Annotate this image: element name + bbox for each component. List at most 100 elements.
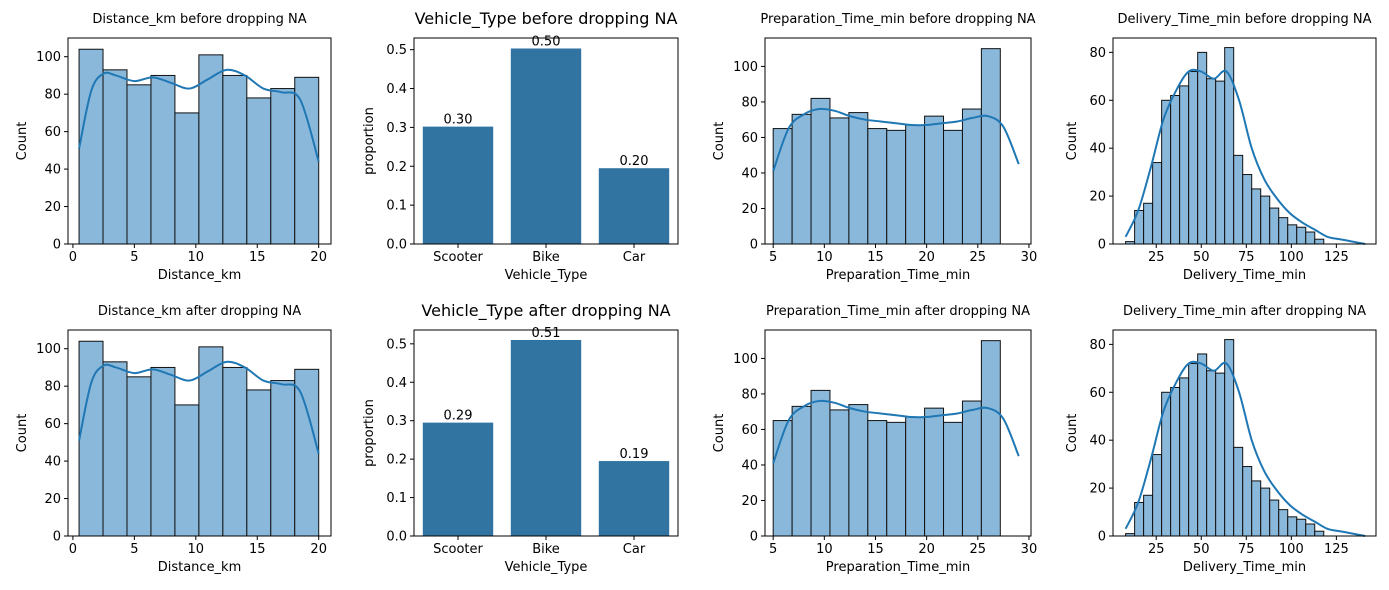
histogram-bar xyxy=(1296,226,1307,245)
x-tick-label: 25 xyxy=(970,542,987,557)
axes-frame xyxy=(1112,329,1377,537)
bar-data-label: 0.20 xyxy=(620,154,649,169)
subplot-title: Preparation_Time_min before dropping NA xyxy=(760,12,1035,27)
histogram-bar xyxy=(905,124,926,245)
y-tick-label: 80 xyxy=(741,95,758,110)
histogram-bar xyxy=(1233,446,1244,537)
histogram-bar xyxy=(1197,51,1208,245)
y-axis-label: Count xyxy=(1065,414,1080,453)
histogram-bar xyxy=(848,112,869,245)
histogram-bar xyxy=(886,129,907,245)
subplot-title: Delivery_Time_min after dropping NA xyxy=(1123,304,1366,319)
y-tick-label: 20 xyxy=(44,200,61,215)
x-axis-label: Vehicle_Type xyxy=(505,268,588,283)
kde-line xyxy=(78,68,320,162)
y-tick-label: 80 xyxy=(1089,46,1106,61)
y-tick-label: 80 xyxy=(44,380,61,395)
y-tick-label: 0.1 xyxy=(386,199,407,214)
histogram-bar xyxy=(924,115,945,245)
histogram-bar xyxy=(961,108,982,245)
y-tick-label: 20 xyxy=(44,492,61,507)
x-tick-label: 125 xyxy=(1324,250,1349,265)
histogram-bar xyxy=(1269,499,1280,537)
x-tick-label: Bike xyxy=(532,250,560,265)
bar-car xyxy=(598,168,670,244)
x-tick-label: 15 xyxy=(249,250,266,265)
subplot-4: 25 50 75 100 125 0 20 40 60 80 Delivery_Time_min b… xyxy=(1065,12,1377,283)
x-axis-label: Distance_km xyxy=(158,560,242,575)
subplot-title: Delivery_Time_min before dropping NA xyxy=(1117,12,1371,27)
histogram-bar xyxy=(78,48,104,245)
histogram-bar xyxy=(943,129,963,245)
x-tick-label: 100 xyxy=(1279,250,1304,265)
y-tick-label: 40 xyxy=(741,166,758,181)
y-tick-label: 80 xyxy=(1089,338,1106,353)
y-tick-label: 40 xyxy=(1089,434,1106,449)
kde-line xyxy=(772,399,1020,464)
subplot-1: 0 5 10 15 20 0 20 40 60 80 100 Distance_km before d… xyxy=(15,12,332,283)
bar-data-label: 0.19 xyxy=(620,447,649,462)
histogram-bar xyxy=(1215,80,1226,245)
histogram-bar xyxy=(829,117,850,245)
x-tick-label: 25 xyxy=(970,250,987,265)
histogram-bar xyxy=(829,409,850,537)
y-tick-label: 60 xyxy=(1089,94,1106,109)
kde-line xyxy=(78,360,320,454)
x-tick-label: Scooter xyxy=(433,250,483,265)
axes-frame xyxy=(1112,37,1377,245)
x-tick-label: 15 xyxy=(249,542,266,557)
histogram-bar xyxy=(1269,207,1280,245)
x-tick-label: 25 xyxy=(1148,542,1165,557)
histogram-bar xyxy=(1206,370,1217,537)
histogram-bar xyxy=(1242,466,1253,537)
y-tick-label: 0 xyxy=(1098,238,1106,253)
histogram-bar xyxy=(1278,217,1289,245)
histogram-bar xyxy=(1197,353,1208,537)
x-tick-label: 5 xyxy=(130,542,138,557)
x-axis-label: Preparation_Time_min xyxy=(826,560,970,575)
histogram-bar xyxy=(294,368,320,537)
y-tick-label: 40 xyxy=(44,163,61,178)
histogram-bar xyxy=(1215,372,1226,537)
x-tick-label: 10 xyxy=(816,542,833,557)
histogram-bar xyxy=(1278,509,1289,537)
histogram-bar xyxy=(270,380,296,537)
histogram-bar xyxy=(1251,480,1262,537)
histogram-bar xyxy=(1287,224,1298,245)
histogram-bar xyxy=(222,366,248,537)
axes-frame xyxy=(67,329,332,537)
x-tick-label: 30 xyxy=(1021,542,1038,557)
y-tick-label: 60 xyxy=(1089,386,1106,401)
subplot-6: 0.29 Scooter 0.51 Bike 0.19 Car 0.0 0.1 0.2 0.3 0.… xyxy=(362,301,679,575)
histogram-bar xyxy=(1314,530,1325,537)
x-tick-label: Car xyxy=(623,542,646,557)
histogram-bar xyxy=(1260,195,1271,245)
x-tick-label: 5 xyxy=(769,250,777,265)
histogram-bar xyxy=(867,128,888,245)
x-tick-label: Bike xyxy=(532,542,560,557)
y-axis-label: proportion xyxy=(362,399,377,467)
axes-frame xyxy=(413,37,679,245)
y-tick-label: 40 xyxy=(1089,142,1106,157)
histogram-bar xyxy=(1305,523,1316,537)
histogram-bar xyxy=(1296,518,1307,537)
bar-bike xyxy=(510,48,582,244)
y-tick-label: 0.1 xyxy=(386,491,407,506)
subplot-title: Vehicle_Type after dropping NA xyxy=(421,301,670,321)
y-tick-label: 0.4 xyxy=(386,82,407,97)
histogram-bar xyxy=(126,84,152,245)
histogram-bar xyxy=(174,112,200,245)
histogram-bar xyxy=(102,69,128,245)
axes-frame xyxy=(764,37,1032,245)
y-tick-label: 0.5 xyxy=(386,43,407,58)
x-tick-label: 25 xyxy=(1148,250,1165,265)
axes-frame xyxy=(67,37,332,245)
x-axis-label: Delivery_Time_min xyxy=(1183,268,1306,283)
histogram-bar xyxy=(1152,454,1163,537)
y-tick-label: 0 xyxy=(1098,530,1106,545)
histogram-bar xyxy=(1206,78,1217,245)
histogram-bar xyxy=(943,421,963,537)
y-tick-label: 60 xyxy=(741,423,758,438)
y-tick-label: 20 xyxy=(741,202,758,217)
